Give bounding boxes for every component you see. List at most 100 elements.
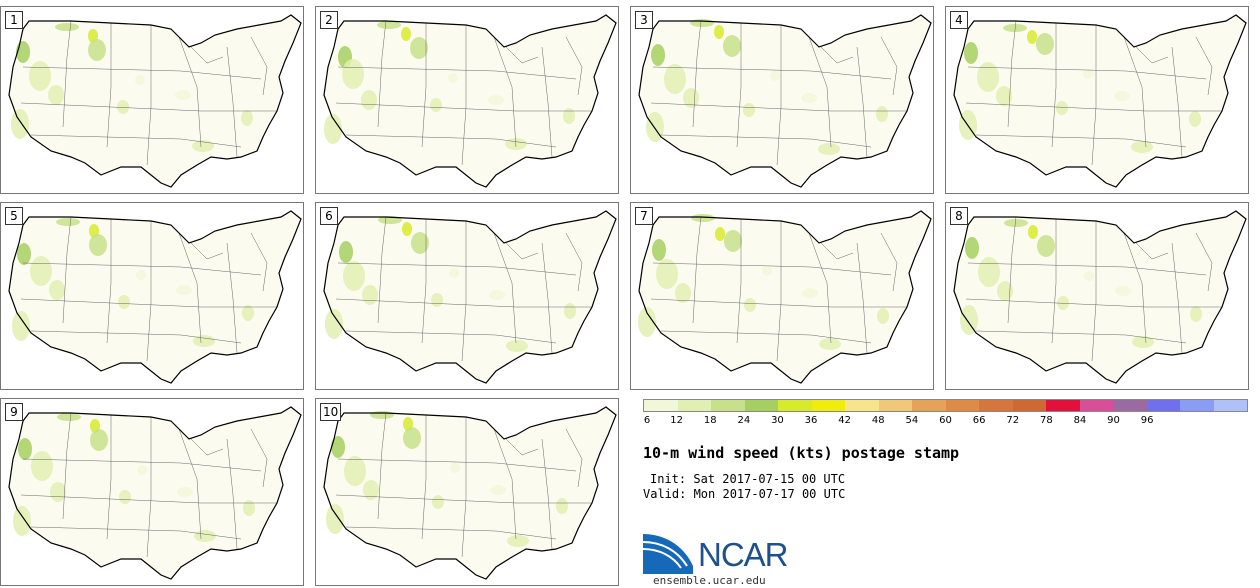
wind-speed-area [652,239,666,261]
us-map [638,210,932,384]
wind-speed-area [17,243,31,265]
state-border [190,46,224,64]
state-border [461,417,467,558]
wind-speed-area [12,311,30,341]
state-border [967,66,1207,80]
wind-speed-area [960,305,978,335]
colorbar-segment [945,400,979,411]
wind-speed-area [89,234,107,256]
state-border [975,134,1187,148]
wind-speed-area [119,490,131,504]
state-border [1195,36,1213,96]
wind-speed-area [88,39,106,61]
state-border [1091,25,1097,166]
state-border [652,262,892,276]
wind-speed-area [506,340,528,352]
wind-speed-area [192,140,214,152]
wind-speed-area [175,90,191,100]
wind-speed-area [363,480,379,500]
wind-speed-area [342,59,364,89]
us-map [8,210,302,384]
wind-speed-area [177,487,193,497]
wind-speed-area [877,308,889,324]
member-panel: 6 [315,202,619,390]
state-border [736,219,742,344]
wind-speed-area [11,109,29,139]
wind-speed-area [410,37,428,59]
colorbar [643,399,1248,412]
wind-speed-area [656,259,678,289]
member-label: 6 [320,207,338,225]
colorbar-tick-label: 18 [703,415,717,426]
wind-speed-area [651,44,665,66]
state-border [505,242,539,260]
member-panel: 8 [945,202,1249,390]
member-panel: 7 [630,202,934,390]
state-border [335,494,592,504]
colorbar-tick-label: 30 [771,415,784,426]
state-border [820,46,854,64]
wind-speed-area [377,21,401,29]
wind-speed-area [118,295,130,309]
wind-speed-area [770,71,780,81]
state-border [1051,23,1057,148]
state-border [30,330,242,344]
wind-speed-area [448,73,458,83]
wind-speed-area [135,75,145,85]
colorbar-ticks: 6 12 18 24 30 36 42 48 54 60 66 72 78 84 90 96 [643,415,1248,429]
wind-speed-area [964,42,978,64]
wind-speed-area [57,413,81,421]
wind-speed-area [801,93,817,103]
state-border [421,23,427,148]
state-border [345,526,557,540]
wind-speed-area [996,86,1012,106]
wind-speed-area [563,108,575,124]
state-border [190,242,224,260]
wind-speed-area [431,293,443,307]
wind-speed-area [1057,296,1069,310]
state-border [226,242,238,354]
ncar-logo-text: NCAR [698,536,789,573]
wind-speed-area [715,227,725,241]
state-border [493,36,517,148]
wind-speed-area [50,482,66,502]
wind-speed-area [194,530,216,542]
wind-speed-area [978,257,1000,287]
wind-speed-area [117,100,129,114]
colorbar-tick-label: 24 [737,415,751,426]
colorbar-tick-label: 42 [838,415,852,426]
wind-speed-area [714,25,724,39]
state-border [335,102,592,112]
state-border [1007,216,1017,324]
coastline [323,210,617,384]
state-border [250,36,268,96]
state-border [335,298,592,308]
state-border [736,23,742,148]
wind-speed-area [876,106,888,122]
us-map [323,406,617,580]
colorbar-segment [744,400,778,411]
wind-speed-area [411,232,429,254]
state-border [1051,219,1057,344]
state-border [856,46,868,158]
wind-speed-area [450,463,460,473]
state-border [493,232,517,344]
state-border [345,134,557,148]
wind-speed-area [965,237,979,259]
member-panel: 4 [945,6,1249,194]
wind-speed-area [675,283,691,303]
state-border [541,438,553,550]
state-border [146,25,152,166]
wind-speed-area [744,298,756,312]
wind-speed-area [1028,225,1038,239]
wind-speed-area [1114,91,1130,101]
state-border [1171,242,1183,354]
valid-time: Valid: Mon 2017-07-17 00 UTC [643,487,846,501]
state-border [377,20,387,128]
member-label: 5 [5,207,23,225]
state-border [856,242,868,354]
wind-speed-area [1132,336,1154,348]
coastline [638,210,932,384]
state-border [1123,232,1147,344]
us-map [323,14,617,188]
